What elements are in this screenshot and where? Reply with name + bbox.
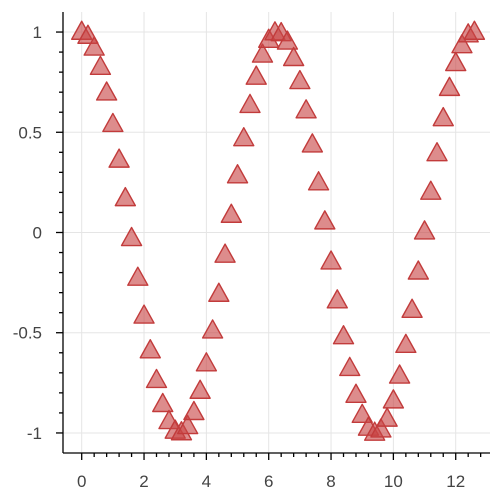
triangle-marker xyxy=(376,407,398,427)
triangle-marker xyxy=(152,392,174,413)
triangle-marker xyxy=(401,298,423,318)
triangle-marker xyxy=(201,319,224,339)
triangle-marker xyxy=(345,383,367,403)
triangle-marker xyxy=(233,126,255,147)
triangle-marker xyxy=(413,220,436,240)
triangle-marker xyxy=(195,352,218,372)
triangle-marker xyxy=(114,186,137,207)
x-tick-label: 2 xyxy=(139,472,148,491)
triangle-marker xyxy=(245,65,267,85)
triangle-marker xyxy=(183,400,205,421)
y-tick-label: 0 xyxy=(33,224,42,243)
triangle-marker xyxy=(395,333,417,354)
triangle-marker xyxy=(214,243,236,263)
y-tick-label: -0.5 xyxy=(13,324,42,343)
triangle-marker xyxy=(420,180,442,200)
triangle-marker xyxy=(407,260,430,280)
triangle-marker xyxy=(127,266,149,286)
triangle-marker xyxy=(451,33,473,54)
triangle-marker xyxy=(239,93,261,114)
x-axis-ticks: 0 2 4 6 8 10 12 xyxy=(77,453,482,491)
triangle-marker xyxy=(370,418,392,438)
triangle-marker xyxy=(426,142,448,162)
triangle-marker xyxy=(388,364,411,384)
triangle-marker xyxy=(295,99,317,119)
triangle-marker xyxy=(289,69,311,90)
triangle-marker xyxy=(314,210,336,230)
triangle-marker xyxy=(301,133,324,153)
triangle-marker xyxy=(320,250,342,270)
triangle-marker xyxy=(307,171,330,191)
y-axis-ticks: 1 0.5 0 -0.5 -1 xyxy=(13,23,63,443)
triangle-marker xyxy=(332,325,355,345)
triangle-marker xyxy=(220,203,243,223)
triangle-marker xyxy=(95,81,118,101)
triangle-marker xyxy=(189,379,211,399)
triangle-marker xyxy=(463,20,486,40)
data-markers xyxy=(71,20,486,441)
triangle-marker xyxy=(208,282,230,302)
triangle-marker xyxy=(89,55,112,76)
x-tick-label: 6 xyxy=(264,472,273,491)
triangle-marker xyxy=(251,43,274,63)
triangle-marker xyxy=(276,30,299,50)
triangle-marker xyxy=(83,36,105,56)
triangle-marker xyxy=(226,164,249,184)
triangle-marker xyxy=(133,304,155,324)
triangle-marker xyxy=(282,46,305,67)
triangle-marker xyxy=(445,51,467,72)
x-tick-label: 4 xyxy=(202,472,211,491)
y-tick-label: -1 xyxy=(27,424,42,443)
triangle-marker xyxy=(339,356,361,377)
triangle-marker xyxy=(108,148,130,168)
x-tick-label: 0 xyxy=(77,472,86,491)
triangle-marker xyxy=(382,389,405,409)
triangle-marker xyxy=(139,339,161,359)
triangle-marker xyxy=(438,76,461,97)
triangle-marker xyxy=(351,403,373,424)
y-tick-label: 1 xyxy=(33,23,42,42)
triangle-marker xyxy=(102,112,124,133)
x-tick-label: 10 xyxy=(384,472,403,491)
triangle-marker xyxy=(120,226,143,247)
triangle-marker xyxy=(145,368,168,389)
y-tick-label: 0.5 xyxy=(18,123,42,142)
triangle-marker xyxy=(176,414,199,435)
triangle-marker xyxy=(432,106,454,127)
triangle-marker xyxy=(326,289,348,309)
x-tick-label: 8 xyxy=(326,472,335,491)
x-tick-label: 12 xyxy=(446,472,465,491)
